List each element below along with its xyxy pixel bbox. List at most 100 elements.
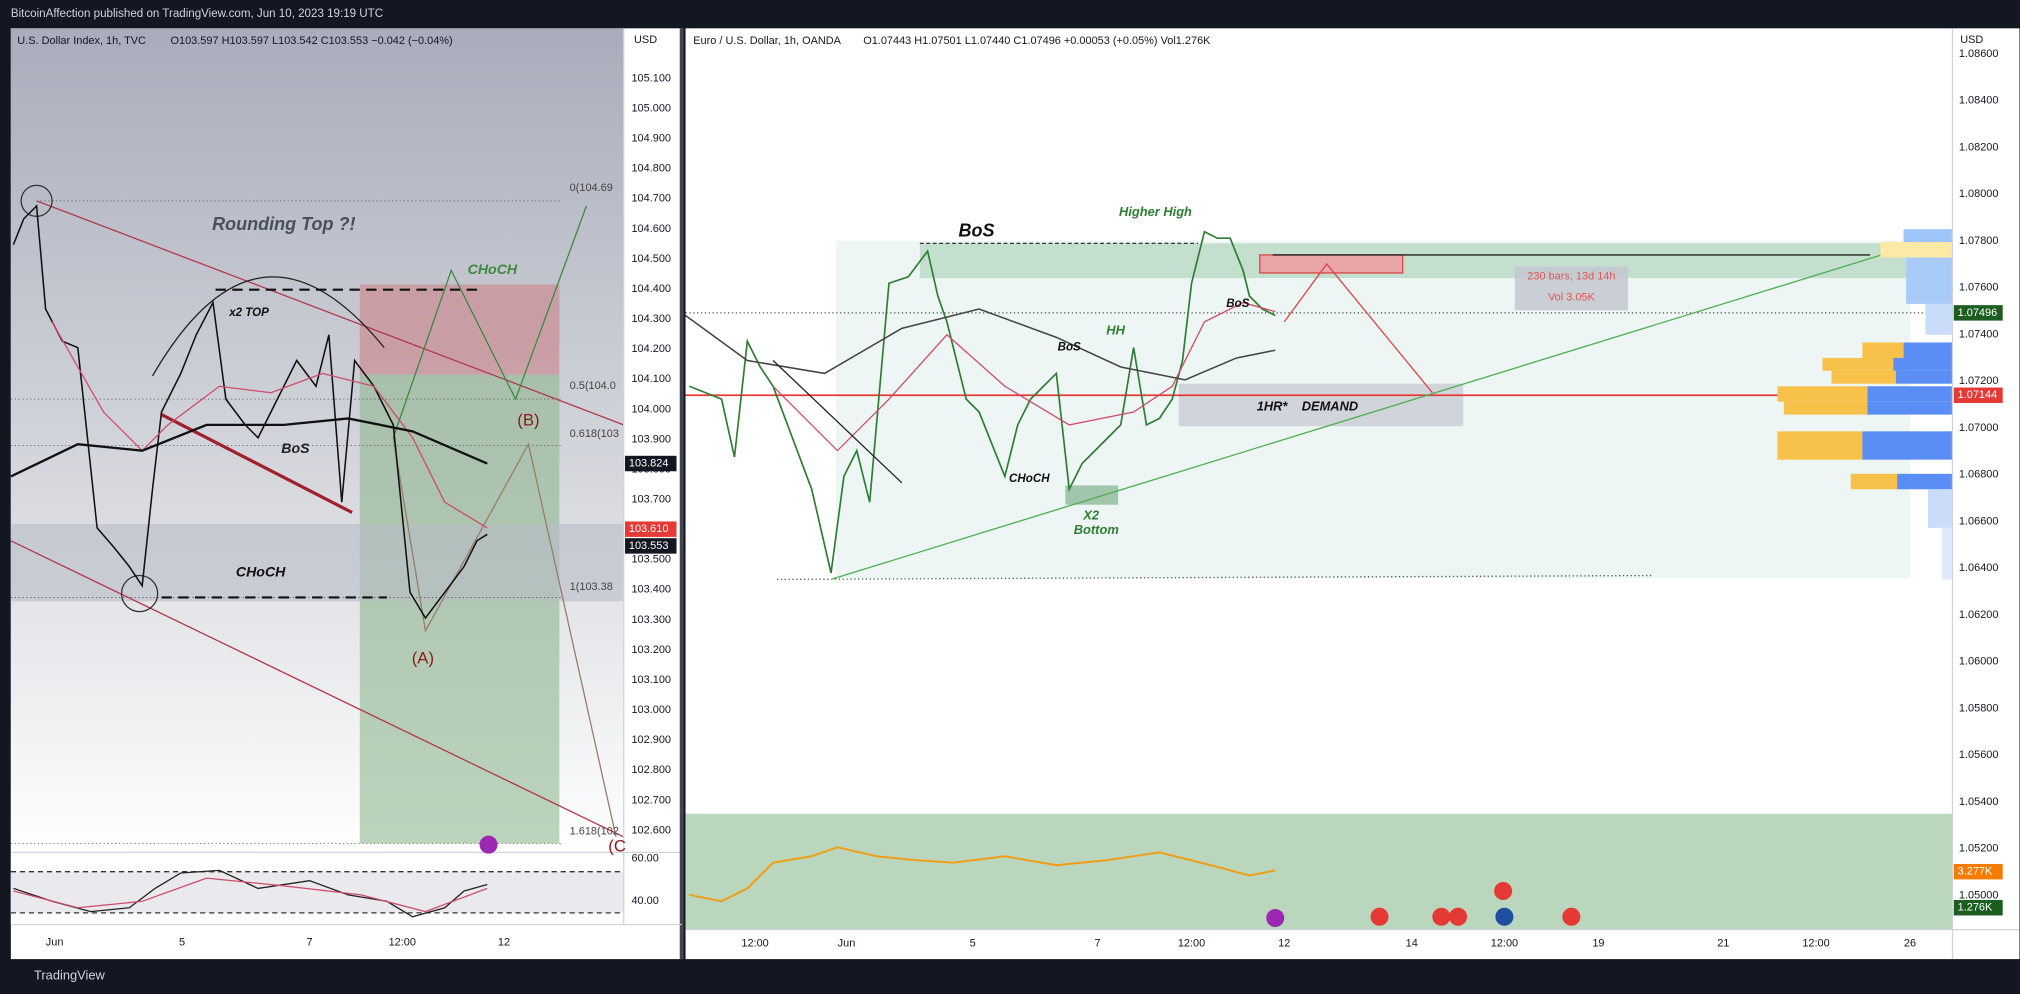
event-icons[interactable]: [1266, 881, 1581, 928]
flag-icon[interactable]: [1370, 907, 1389, 926]
annotation: BoS: [958, 221, 994, 241]
short-target-zone: [359, 374, 560, 844]
rsi-label: 40.00: [631, 895, 658, 907]
marker-low: [120, 574, 159, 613]
annotation: BoS: [1226, 298, 1249, 310]
eurusd-price: [689, 230, 1276, 574]
price-label: 103.000: [631, 704, 671, 716]
volume-ma: [689, 846, 1276, 903]
range-info: Vol 3.05K: [1548, 291, 1596, 303]
flag-icon[interactable]: [1562, 907, 1581, 926]
time-label: Jun: [46, 936, 64, 948]
price-label: 1.08000: [1959, 188, 1999, 200]
brand: TradingView: [34, 967, 105, 982]
fib-label: 1(103.38: [570, 581, 613, 593]
price-label: 105.000: [631, 103, 671, 115]
annotation: (A): [412, 649, 434, 668]
short-risk-zone: [359, 284, 560, 375]
channel-bottom: [10, 540, 625, 838]
fib-label: 0(104.69: [570, 182, 613, 194]
price-label: 104.200: [631, 343, 671, 355]
time-label: 12:00: [1491, 938, 1518, 950]
annotation: HH: [1106, 322, 1125, 337]
time-label: 19: [1592, 938, 1604, 950]
price-label: 103.500: [631, 554, 671, 566]
time-label: 21: [1717, 938, 1729, 950]
ma-fast-right: [772, 301, 1276, 452]
down-trend: [772, 360, 903, 484]
annotation: CHoCH: [1009, 473, 1050, 485]
price-badge-label: 3.277K: [1958, 866, 1993, 878]
price-label: 104.000: [631, 403, 671, 415]
price-label: 1.05000: [1959, 889, 1999, 901]
demand-zone: [1178, 383, 1464, 427]
annotation: x2 TOP: [228, 307, 269, 319]
price-badge-label: 1.07496: [1958, 307, 1998, 319]
price-label: 103.900: [631, 433, 671, 445]
bottom-bar: [0, 959, 2020, 994]
left-currency: USD: [634, 34, 657, 46]
price-label: 1.08200: [1959, 141, 1999, 153]
price-label: 1.07600: [1959, 282, 1999, 294]
price-label: 104.800: [631, 163, 671, 175]
time-label: 26: [1904, 938, 1916, 950]
event-icon[interactable]: [479, 835, 498, 854]
publisher: BitcoinAffection published on TradingVie…: [11, 8, 383, 20]
ma-slow: [10, 417, 488, 478]
flag-icon[interactable]: [1494, 881, 1513, 901]
right-ohlc: O1.07443 H1.07501 L1.07440 C1.07496 +0.0…: [863, 35, 1211, 47]
time-label: 12:00: [389, 936, 416, 948]
time-label: 5: [179, 936, 185, 948]
price-label: 104.600: [631, 223, 671, 235]
price-label: 1.05800: [1959, 702, 1999, 714]
price-badge-label: 103.553: [629, 540, 669, 552]
range-info-box: [1514, 266, 1629, 311]
price-label: 1.07200: [1959, 375, 1999, 387]
left-ohlc: O103.597 H103.597 L103.542 C103.553 −0.0…: [171, 35, 453, 47]
price-label: 1.06800: [1959, 469, 1999, 481]
time-label: 12:00: [1802, 938, 1829, 950]
price-label: 1.06600: [1959, 515, 1999, 527]
price-badge: [625, 455, 677, 472]
time-label: 5: [970, 938, 976, 950]
price-label: 104.400: [631, 283, 671, 295]
event-icon[interactable]: [1266, 909, 1285, 928]
range-info: 230 bars, 13d 14h: [1527, 271, 1615, 283]
dxy-price: [12, 204, 488, 620]
time-label: Jun: [838, 938, 856, 950]
time-label: 12: [1278, 938, 1290, 950]
price-label: 103.300: [631, 614, 671, 626]
price-label: 104.500: [631, 253, 671, 265]
price-label: 104.700: [631, 193, 671, 205]
channel-top: [36, 200, 624, 426]
annotation: CHoCH: [236, 565, 286, 581]
choch-zone: [10, 524, 624, 602]
fib-label: 0.618(103: [570, 428, 619, 440]
price-badge: [1953, 387, 2003, 404]
right-currency: USD: [1960, 34, 1983, 46]
supply-zone: [919, 243, 1907, 279]
marker-high: [20, 184, 53, 217]
price-label: 1.05400: [1959, 796, 1999, 808]
wave-up: [392, 205, 587, 438]
time-label: 7: [1095, 938, 1101, 950]
price-label: 1.07800: [1959, 235, 1999, 247]
price-label: 104.900: [631, 133, 671, 145]
price-label: 1.05600: [1959, 749, 1999, 761]
flag-icon[interactable]: [1495, 907, 1514, 926]
price-label: 1.08600: [1959, 48, 1999, 60]
flag-icon[interactable]: [1449, 907, 1468, 926]
annotation: BoS: [281, 441, 310, 457]
annotation: Higher High: [1119, 204, 1192, 219]
price-label: 103.100: [631, 674, 671, 686]
price-badge-label: 1.276K: [1958, 902, 1993, 914]
wave-down: [392, 437, 617, 838]
price-badge-label: 103.824: [629, 457, 669, 469]
flag-icon[interactable]: [1432, 907, 1451, 926]
price-label: 1.06000: [1959, 656, 1999, 668]
price-label: 1.06400: [1959, 562, 1999, 574]
price-label: 102.800: [631, 764, 671, 776]
top-bar: [0, 0, 2020, 29]
price-label: 103.200: [631, 644, 671, 656]
